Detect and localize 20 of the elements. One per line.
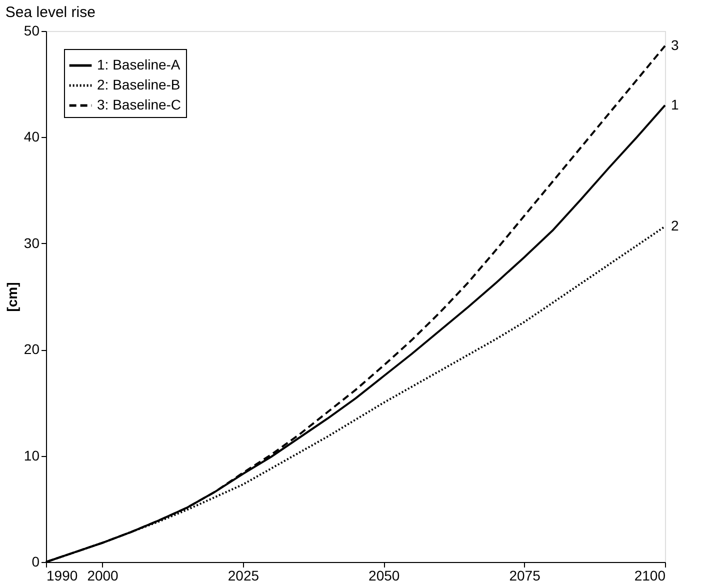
chart-title: Sea level rise — [5, 4, 96, 21]
x-tick-label: 2050 — [368, 568, 400, 584]
y-tick-label: 10 — [24, 447, 40, 464]
y-axis-title: [cm] — [4, 282, 20, 312]
x-tick-label: 2075 — [509, 568, 541, 584]
y-tick-label: 30 — [24, 234, 40, 251]
y-tick-label: 0 — [32, 554, 40, 570]
x-tick-label: 1990 — [46, 568, 78, 584]
x-tick-label: 2100 — [634, 568, 666, 584]
text: 1 — [671, 96, 679, 112]
text: 2 — [671, 217, 679, 234]
x-tick-label: 2000 — [87, 568, 119, 584]
y-tick-label: 50 — [24, 22, 40, 38]
legend-label: 2: Baseline-B — [97, 76, 180, 92]
legend-label: 1: Baseline-A — [97, 56, 181, 72]
x-tick-label: 2025 — [228, 568, 260, 584]
text: 3 — [671, 36, 679, 53]
y-tick-label: 20 — [24, 341, 40, 358]
legend-label: 3: Baseline-C — [97, 96, 182, 112]
y-tick-label: 40 — [24, 128, 40, 145]
